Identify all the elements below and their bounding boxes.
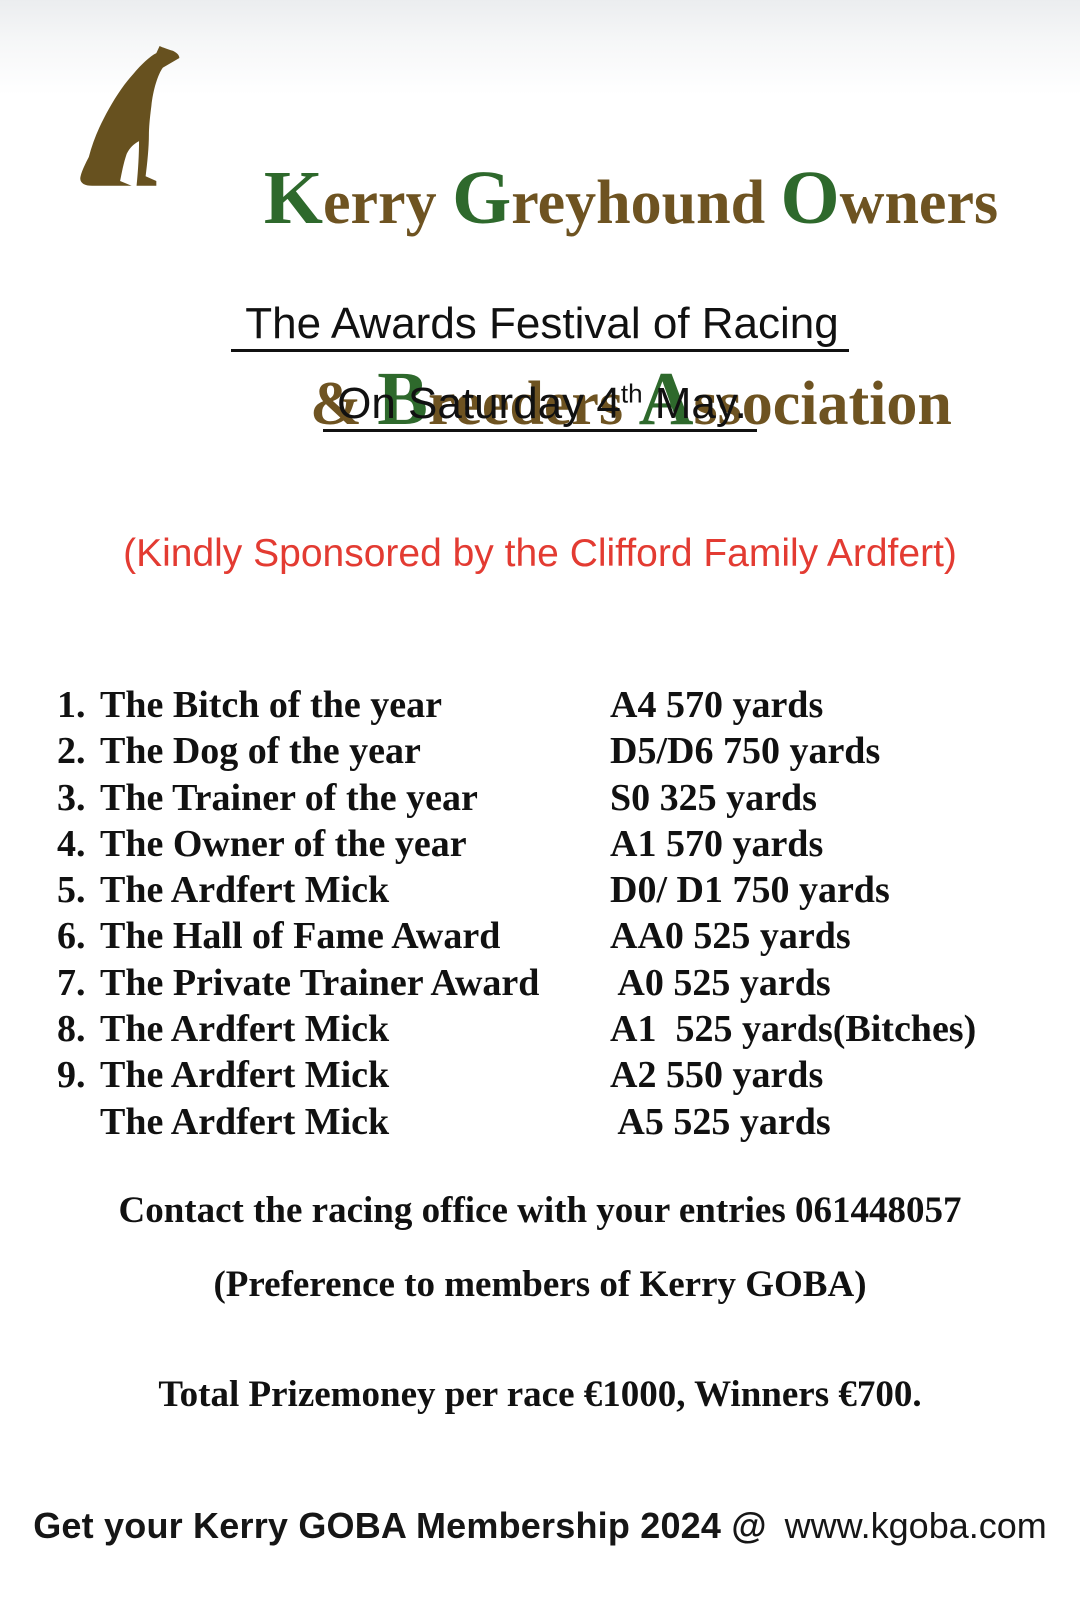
org-initial: K (263, 156, 324, 240)
award-label: The Ardfert Mick (100, 1008, 390, 1051)
award-row: 2. The Dog of the year D5/D6 750 yards (0, 728, 1080, 774)
award-race-grade: AA0 525 yards (610, 915, 851, 958)
org-initial: B (377, 357, 428, 441)
preference-line: (Preference to members of Kerry GOBA) (213, 1264, 867, 1305)
award-number: 7. (57, 961, 86, 1004)
award-row: 8. The Ardfert Mick A1 525 yards(Bitches… (0, 1006, 1080, 1052)
award-number: 3. (57, 776, 86, 819)
org-initial: O (780, 156, 840, 240)
website-url: www.kgoba.com (784, 1505, 1047, 1546)
event-title: The Awards Festival of Racing (0, 297, 1080, 352)
award-label: The Bitch of the year (100, 684, 442, 726)
membership-line: Get your Kerry GOBA Membership 2024 @ www… (0, 1502, 1080, 1550)
award-label: The Private Trainer Award (100, 961, 540, 1004)
org-initial: G (452, 156, 512, 240)
award-race-grade: A0 525 yards (610, 961, 831, 1004)
award-race-grade: D5/D6 750 yards (610, 730, 881, 773)
award-label: The Hall of Fame Award (100, 915, 501, 958)
award-race-grade: A1 525 yards(Bitches) (610, 1008, 977, 1051)
award-row: 4. The Owner of the year A1 570 yards (0, 821, 1080, 867)
ampersand: & (310, 370, 378, 438)
award-row: The Ardfert Mick A5 525 yards (0, 1099, 1080, 1145)
award-number: 8. (57, 1008, 86, 1051)
prizemoney-line: Total Prizemoney per race €1000, Winners… (158, 1374, 922, 1415)
awards-list: 1. The Bitch of the year A4 570 yards 2.… (0, 682, 1080, 1145)
org-title-line2: & Breeders Association (310, 357, 952, 441)
award-race-grade: S0 325 yards (610, 776, 817, 819)
award-race-grade: A5 525 yards (610, 1100, 831, 1143)
org-initial: A (638, 357, 694, 441)
award-label: The Ardfert Mick (100, 1100, 390, 1143)
award-label: The Dog of the year (100, 730, 421, 773)
award-label: The Owner of the year (100, 822, 467, 865)
award-race-grade: A4 570 yards (610, 684, 824, 726)
award-row: 3. The Trainer of the year S0 325 yards (0, 775, 1080, 821)
sponsor-line: (Kindly Sponsored by the Clifford Family… (123, 532, 957, 575)
award-row: 9. The Ardfert Mick A2 550 yards (0, 1052, 1080, 1098)
org-title: Kerry Greyhound Owners & Breeders Associ… (225, 36, 1037, 572)
award-row: 7. The Private Trainer Award A0 525 yard… (0, 960, 1080, 1006)
award-label: The Ardfert Mick (100, 869, 390, 912)
greyhound-logo-icon (80, 45, 180, 186)
award-number: 2. (57, 730, 86, 773)
award-race-grade: A1 570 yards (610, 822, 824, 865)
award-label: The Trainer of the year (100, 776, 478, 819)
award-number: 9. (57, 1054, 86, 1097)
award-row: 5. The Ardfert Mick D0/ D1 750 yards (0, 867, 1080, 913)
event-date: On Saturday 4th May. (0, 377, 1080, 432)
award-number: 1. (57, 684, 86, 726)
award-number: 6. (57, 915, 86, 958)
contact-line: Contact the racing office with your entr… (118, 1190, 962, 1231)
award-number: 4. (57, 822, 86, 865)
award-race-grade: D0/ D1 750 yards (610, 869, 890, 912)
award-row: 6. The Hall of Fame Award AA0 525 yards (0, 913, 1080, 959)
ordinal-superscript: th (620, 378, 643, 409)
award-race-grade: A2 550 yards (610, 1054, 824, 1097)
org-title-line1: Kerry Greyhound Owners (263, 156, 999, 240)
award-label: The Ardfert Mick (100, 1054, 390, 1097)
membership-text: Get your Kerry GOBA Membership 2024 @ (33, 1505, 767, 1546)
award-row: 1. The Bitch of the year A4 570 yards (0, 682, 1080, 728)
award-number: 5. (57, 869, 86, 912)
